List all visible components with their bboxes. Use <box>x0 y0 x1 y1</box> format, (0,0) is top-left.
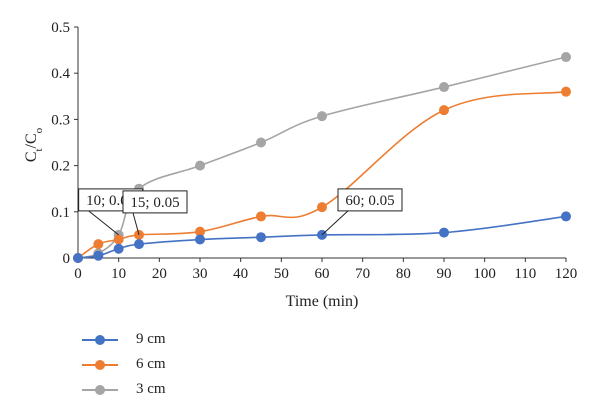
annotation-leader <box>88 210 119 236</box>
data-point-6cm <box>256 211 266 222</box>
y-tick-label: 0.2 <box>51 159 70 175</box>
annotation-label: 15; 0.05 <box>130 195 179 211</box>
data-point-6cm <box>439 105 449 116</box>
y-tick-label: 0 <box>63 251 71 267</box>
y-tick-label: 0.5 <box>51 20 70 36</box>
data-point-6cm <box>317 202 327 213</box>
data-point-9cm <box>561 211 571 222</box>
y-axis-title: Ct/Co <box>23 127 45 162</box>
x-tick-label: 10 <box>111 266 126 282</box>
annotation-label: 60; 0.05 <box>345 193 394 209</box>
chart-legend: 9 cm 6 cm 3 cm <box>82 328 166 403</box>
data-point-3cm <box>317 111 327 122</box>
x-axis-title: Time (min) <box>286 293 359 310</box>
legend-marker-icon <box>82 334 118 346</box>
legend-marker-icon <box>82 359 118 371</box>
data-point-9cm <box>439 227 449 238</box>
x-tick-label: 40 <box>233 266 248 282</box>
annotation-box <box>122 190 188 214</box>
data-point-9cm <box>93 250 104 261</box>
legend-label: 3 cm <box>136 381 166 397</box>
x-tick-label: 0 <box>74 266 82 282</box>
data-point-6cm <box>93 239 104 250</box>
y-tick-label: 0.4 <box>51 66 70 82</box>
y-axis-title-main: C <box>23 152 40 163</box>
legend-label: 6 cm <box>136 356 166 372</box>
legend-item-9cm: 9 cm <box>82 328 166 351</box>
x-tick-label: 70 <box>355 266 370 282</box>
data-point-9cm <box>134 239 144 250</box>
x-tick-label: 30 <box>193 266 208 282</box>
x-tick-label: 100 <box>473 266 496 282</box>
x-tick-label: 20 <box>152 266 167 282</box>
annotation-leader <box>321 210 349 236</box>
data-point-3cm <box>256 137 266 148</box>
data-point-9cm <box>195 234 205 245</box>
y-tick-label: 0.1 <box>51 205 70 221</box>
legend-marker-icon <box>82 384 118 396</box>
data-point-6cm <box>195 226 205 237</box>
y-axis-title-sub1: t <box>33 148 45 151</box>
legend-item-3cm: 3 cm <box>82 378 166 401</box>
data-point-3cm <box>561 52 571 63</box>
data-point-3cm <box>439 82 449 93</box>
legend-label: 9 cm <box>136 331 166 347</box>
data-point-9cm <box>113 243 124 254</box>
y-tick-label: 0.3 <box>51 112 70 128</box>
y-axis-title-slash: /C <box>23 133 40 148</box>
x-tick-label: 90 <box>437 266 452 282</box>
annotation-leader <box>132 212 140 236</box>
x-tick-label: 80 <box>396 266 411 282</box>
x-tick-label: 120 <box>555 266 578 282</box>
data-point-3cm <box>195 160 205 171</box>
data-point-9cm <box>73 253 83 263</box>
x-tick-label: 110 <box>514 266 536 282</box>
data-point-9cm <box>256 232 266 243</box>
x-tick-label: 60 <box>315 266 330 282</box>
legend-item-6cm: 6 cm <box>82 353 166 376</box>
data-point-6cm <box>113 234 124 245</box>
x-tick-label: 50 <box>274 266 289 282</box>
data-point-6cm <box>561 86 571 97</box>
annotation-box <box>337 188 403 212</box>
y-axis-title-sub2: o <box>33 127 45 133</box>
